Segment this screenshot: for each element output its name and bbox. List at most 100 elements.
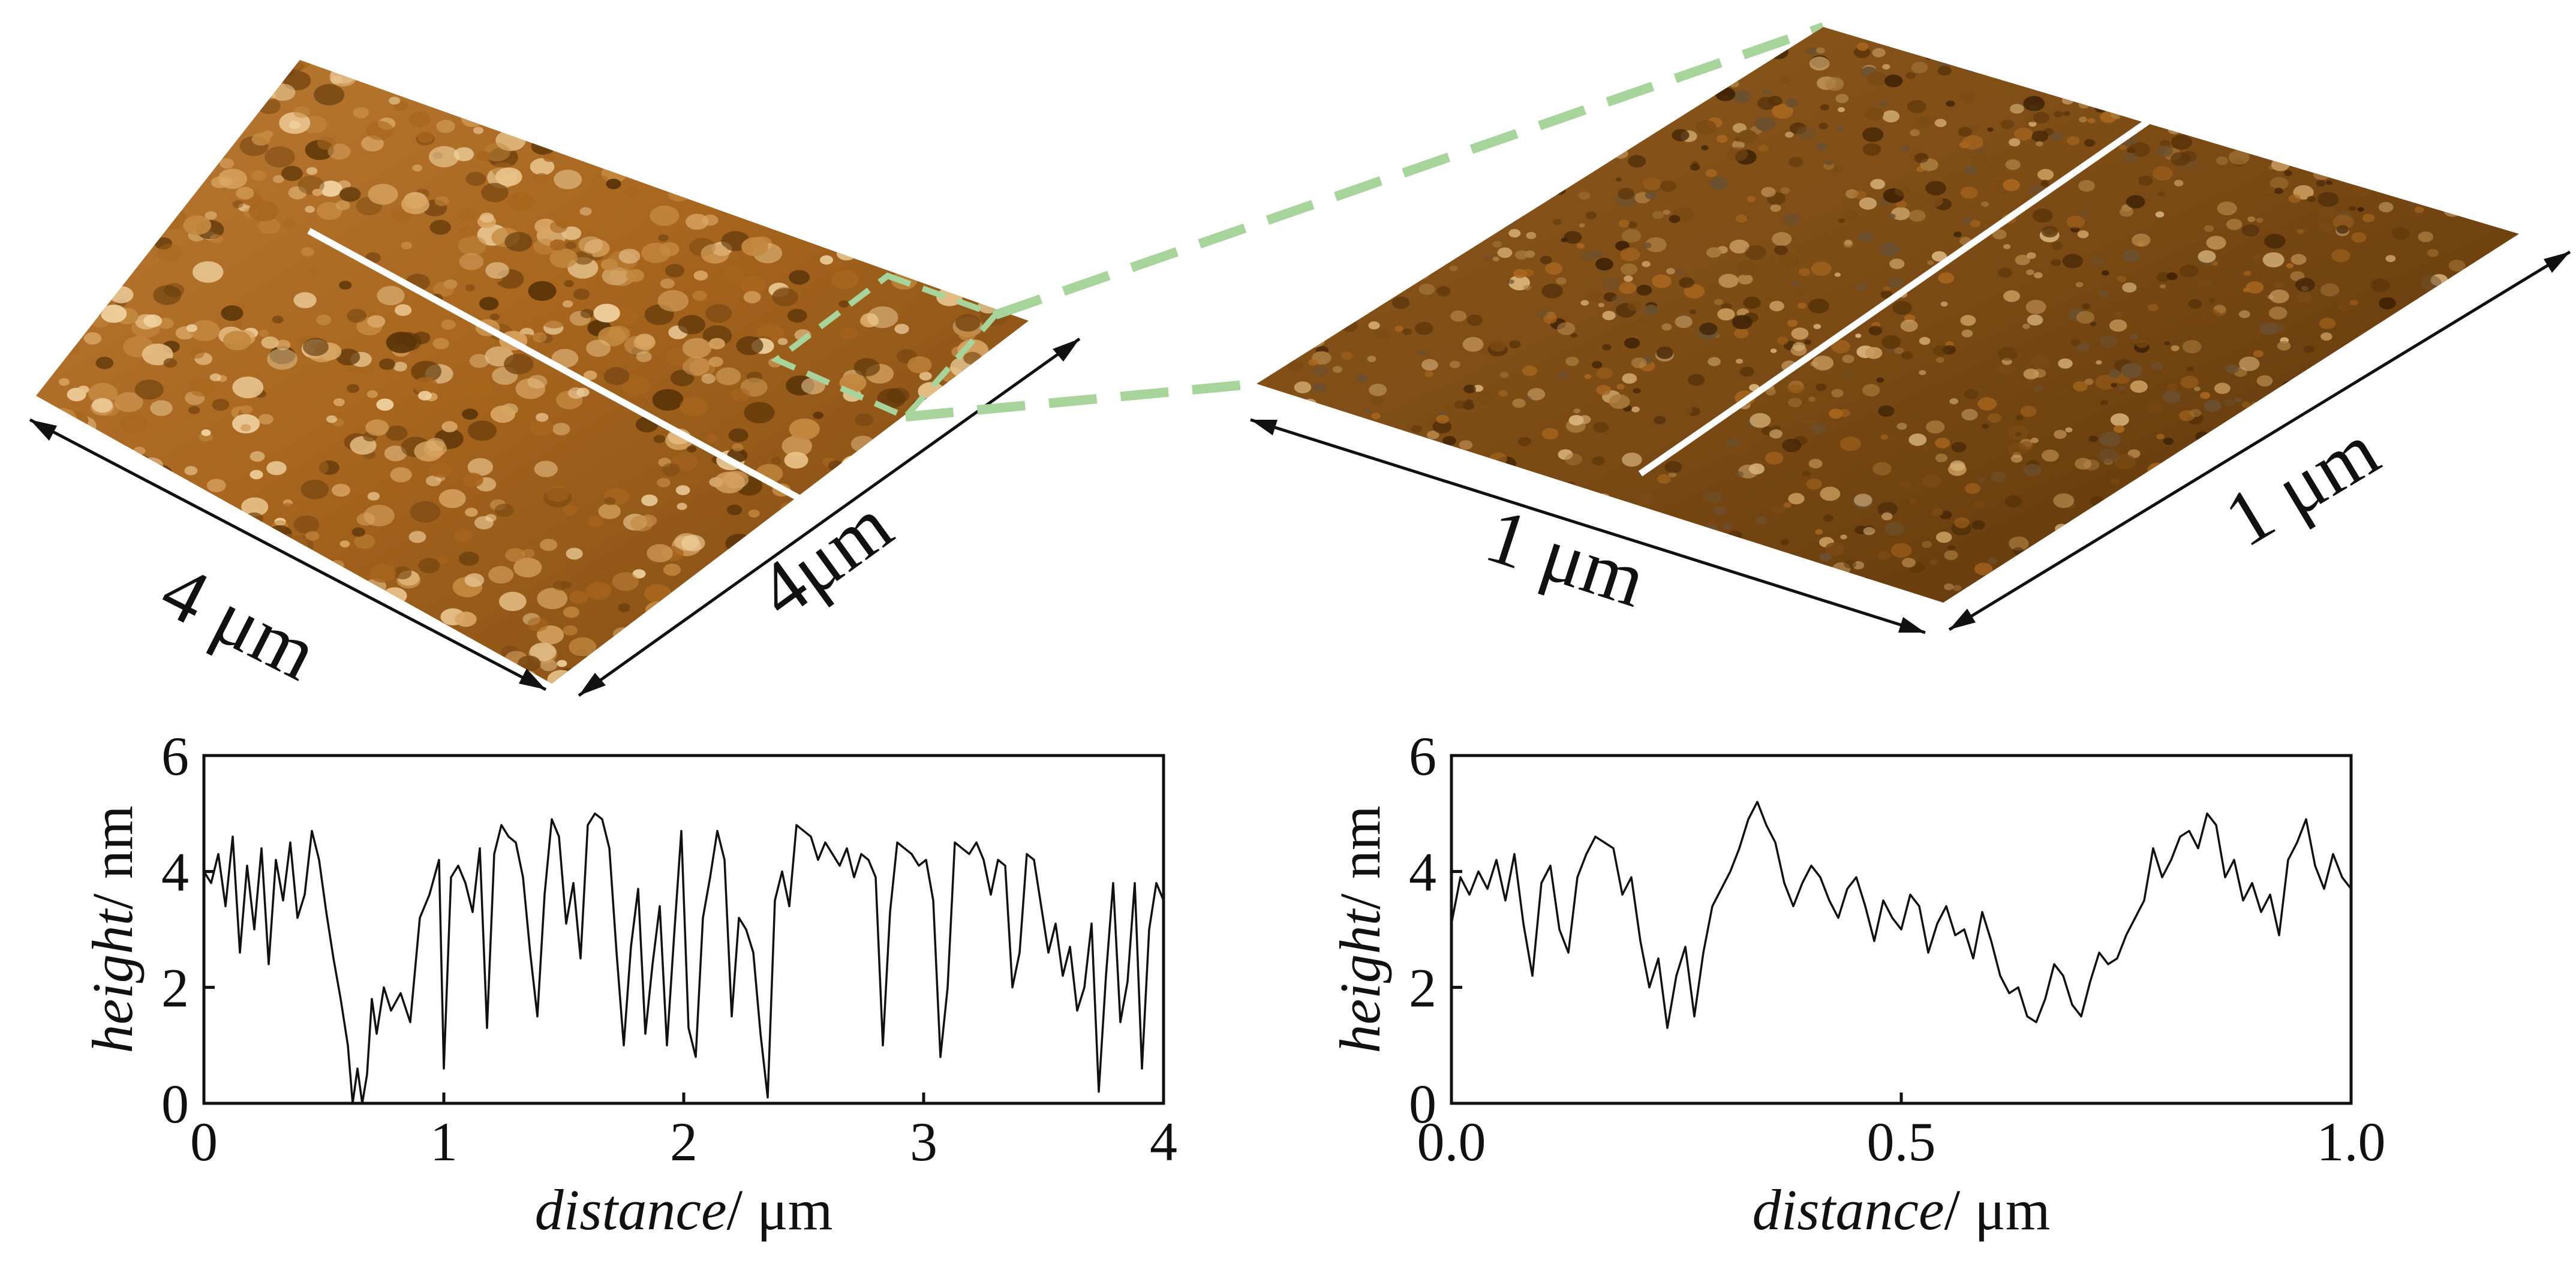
afm-grain <box>1909 498 1917 504</box>
afm-grain <box>2198 58 2210 67</box>
afm-grain <box>2066 521 2075 527</box>
afm-grain <box>860 60 880 67</box>
afm-grain <box>1560 28 1582 43</box>
afm-grain <box>1637 316 1647 324</box>
afm-grain <box>1412 552 1420 558</box>
afm-grain <box>1308 359 1318 366</box>
afm-grain <box>2200 279 2210 286</box>
afm-grain <box>2315 53 2328 62</box>
afm-grain <box>580 309 594 318</box>
afm-grain <box>2176 111 2191 122</box>
afm-grain <box>68 302 81 311</box>
afm-grain <box>1474 173 1496 188</box>
afm-grain <box>787 309 807 323</box>
afm-grain <box>2225 364 2239 374</box>
afm-grain <box>92 398 113 413</box>
afm-grain <box>2418 231 2434 242</box>
afm-grain <box>2422 495 2440 507</box>
afm-grain <box>2371 583 2379 589</box>
afm-grain <box>1541 284 1563 299</box>
afm-grain <box>2391 534 2400 541</box>
afm-grain <box>1778 253 1799 268</box>
afm-grain <box>2363 420 2377 431</box>
afm-grain <box>764 60 779 66</box>
afm-grain <box>1696 120 1717 135</box>
afm-grain <box>899 104 915 115</box>
afm-grain <box>1788 493 1805 505</box>
afm-grain <box>662 146 687 163</box>
afm-grain <box>2457 104 2464 109</box>
afm-grain <box>1891 207 1910 221</box>
afm-grain <box>1925 180 1947 195</box>
afm-grain <box>474 516 494 529</box>
afm-grain <box>1544 184 1558 194</box>
afm-grain <box>2042 449 2059 462</box>
afm-grain <box>1278 169 1292 179</box>
afm-grain <box>2294 377 2303 383</box>
afm-grain <box>157 243 182 261</box>
afm-grain <box>2225 461 2243 473</box>
afm-grain <box>1309 36 1330 51</box>
afm-grain <box>1569 95 1580 102</box>
afm-grain <box>74 212 98 230</box>
afm-grain <box>2320 44 2341 59</box>
afm-grain <box>678 73 705 92</box>
afm-grain <box>2408 550 2430 565</box>
afm-grain <box>786 115 816 136</box>
afm-grain <box>1879 242 1900 257</box>
afm-grain <box>2075 586 2090 597</box>
afm-grain <box>978 484 1006 504</box>
afm-grain <box>2440 179 2453 188</box>
afm-grain <box>662 602 678 614</box>
afm-grain <box>612 572 639 591</box>
afm-grain <box>1750 589 1762 597</box>
afm-grain <box>41 619 61 633</box>
afm-grain <box>1949 398 1958 405</box>
afm-grain <box>2226 44 2235 50</box>
afm-grain <box>2400 101 2420 116</box>
afm-grain <box>2451 576 2468 588</box>
afm-grain <box>2180 375 2199 389</box>
afm-grain <box>1932 345 1949 356</box>
afm-grain <box>1884 74 1903 88</box>
afm-grain <box>1856 283 1868 291</box>
afm-grain <box>2224 399 2235 407</box>
afm-grain <box>2343 597 2355 603</box>
afm-grain <box>943 559 954 568</box>
afm-grain <box>1810 360 1819 367</box>
afm-grain <box>1273 497 1282 504</box>
afm-grain <box>2470 32 2477 37</box>
afm-grain <box>2457 407 2470 416</box>
afm-grain <box>2124 72 2132 78</box>
afm-grain <box>1557 371 1569 380</box>
afm-grain <box>1318 136 1324 140</box>
afm-grain <box>2246 425 2260 435</box>
afm-grain <box>2066 215 2085 228</box>
afm-grain <box>1373 27 1385 33</box>
afm-grain <box>1761 186 1776 197</box>
afm-grain <box>549 248 578 269</box>
afm-grain <box>2407 202 2415 207</box>
afm-grain <box>657 290 689 312</box>
afm-grain <box>1971 520 1985 530</box>
afm-grain <box>2385 127 2398 135</box>
afm-grain <box>2221 435 2233 444</box>
afm-grain <box>2095 104 2106 113</box>
afm-grain <box>1679 277 1694 288</box>
afm-grain <box>365 652 378 661</box>
afm-grain <box>2053 493 2075 508</box>
afm-grain <box>2161 72 2178 85</box>
afm-grain <box>2149 62 2159 68</box>
afm-grain <box>223 330 251 351</box>
afm-grain <box>1788 398 1802 408</box>
afm-grain <box>2507 562 2514 567</box>
afm-grain <box>2062 254 2083 269</box>
afm-grain <box>1880 434 1888 440</box>
afm-grain <box>902 166 918 177</box>
afm-grain <box>731 388 750 402</box>
afm-grain <box>115 541 128 550</box>
afm-grain <box>245 512 264 526</box>
afm-grain <box>105 588 132 607</box>
afm-grain <box>1745 245 1766 260</box>
y-tick-label: 4 <box>161 841 189 902</box>
